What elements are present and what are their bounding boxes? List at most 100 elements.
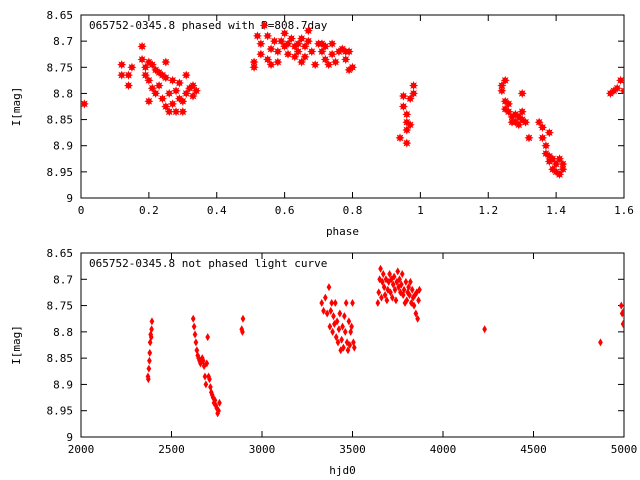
data-point [323, 293, 328, 302]
data-point [395, 267, 401, 276]
data-point [290, 52, 300, 62]
x-tick-label: 0 [78, 204, 85, 217]
data-point [217, 398, 222, 407]
data-point [193, 338, 199, 347]
data-point [537, 133, 548, 143]
data-point [147, 338, 153, 347]
data-point [161, 101, 171, 112]
data-point [149, 317, 155, 326]
data-point [342, 327, 348, 336]
x-tick-label: 0.4 [207, 204, 227, 217]
y-axis-title: I[mag] [10, 87, 23, 127]
data-point [161, 73, 171, 83]
data-point [321, 306, 326, 315]
data-point [192, 330, 198, 339]
data-point [402, 109, 412, 119]
data-point [400, 291, 406, 300]
data-point [117, 60, 127, 70]
x-axis-title: hjd0 [329, 464, 356, 477]
data-point [276, 36, 286, 46]
data-point [188, 91, 198, 101]
data-point [544, 128, 554, 138]
data-point [280, 28, 290, 38]
data-point [273, 57, 283, 67]
data-point [416, 296, 421, 305]
data-point [283, 49, 293, 59]
x-tick-label: 1.4 [546, 204, 566, 217]
data-point [326, 283, 332, 292]
data-point [395, 133, 405, 143]
x-tick-label: 1.2 [478, 204, 498, 217]
x-tick-label: 4500 [520, 443, 547, 456]
data-point [147, 356, 152, 365]
data-point [324, 309, 330, 318]
data-point [256, 49, 266, 59]
data-point [164, 88, 174, 98]
y-tick-label: 8.9 [53, 378, 73, 391]
data-point [297, 57, 307, 67]
data-point [205, 333, 211, 342]
chart-title: 065752-0345.8 phased with P=808.7day [89, 19, 328, 32]
data-point [203, 380, 209, 389]
data-point [330, 327, 335, 336]
y-axis-title: I[mag] [10, 325, 23, 365]
data-point [398, 288, 403, 297]
data-point [415, 314, 421, 323]
data-point [399, 280, 404, 289]
data-point [554, 154, 565, 164]
data-point [392, 285, 398, 294]
data-point [397, 275, 402, 284]
data-point [171, 107, 181, 117]
data-point [405, 120, 415, 130]
x-axis-title: phase [326, 225, 359, 238]
data-point [330, 57, 341, 67]
data-point [548, 154, 558, 164]
y-tick-label: 8.7 [53, 273, 73, 286]
x-tick-label: 0.6 [275, 204, 295, 217]
data-point [408, 277, 413, 286]
data-point [348, 327, 354, 336]
data-points [145, 264, 624, 418]
data-point [514, 120, 524, 130]
data-point [517, 88, 527, 98]
x-tick-label: 0.8 [343, 204, 363, 217]
data-point [403, 277, 409, 286]
data-point [171, 86, 181, 96]
data-point [521, 117, 531, 127]
data-point [534, 117, 544, 127]
x-tick-label: 0.2 [139, 204, 159, 217]
data-point [380, 277, 385, 286]
data-point [341, 54, 351, 65]
x-tick-label: 3000 [249, 443, 276, 456]
data-point [145, 375, 151, 384]
data-point [391, 272, 397, 281]
data-point [286, 33, 296, 44]
data-point [347, 62, 358, 72]
data-point [405, 94, 415, 104]
data-point [376, 288, 382, 297]
data-point [327, 39, 337, 49]
chart-title: 065752-0345.8 not phased light curve [89, 257, 327, 270]
data-point [310, 60, 320, 70]
data-point [336, 325, 342, 334]
data-point [345, 346, 351, 355]
data-point [408, 298, 414, 307]
data-point [407, 291, 412, 300]
data-point [335, 338, 341, 347]
y-tick-label: 9 [66, 192, 73, 205]
data-point [324, 60, 334, 70]
x-tick-label: 3500 [339, 443, 366, 456]
data-point [409, 81, 419, 91]
data-point [147, 60, 157, 70]
data-point [147, 348, 153, 357]
data-point [303, 26, 313, 36]
data-point [333, 333, 339, 342]
data-point [144, 96, 154, 106]
data-point [259, 20, 269, 31]
data-point [283, 39, 293, 49]
data-point [382, 291, 388, 300]
data-point [517, 107, 527, 117]
data-point [154, 81, 164, 91]
data-point [380, 270, 386, 279]
data-point [497, 86, 507, 96]
